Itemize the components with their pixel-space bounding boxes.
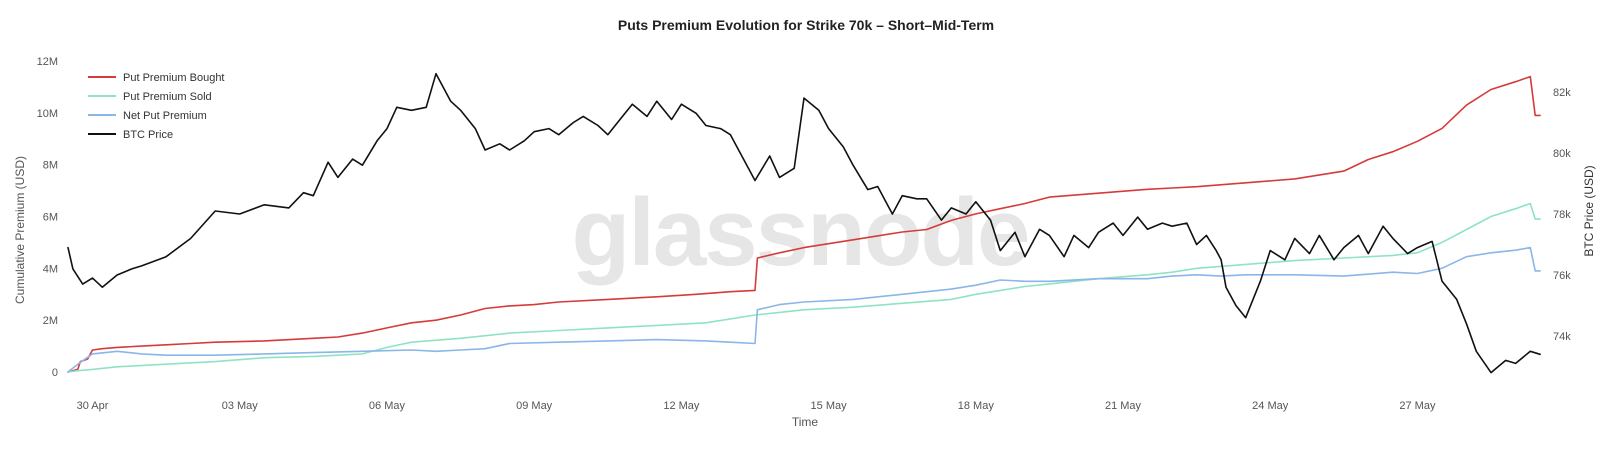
legend-label-put-premium-sold: Put Premium Sold [123,91,212,103]
series-line-put-premium-sold [67,202,1541,373]
y-axis-ticks: 0 2M 4M 6M 8M 10M 12M [37,56,58,379]
y-tick-label: 0 [52,367,58,379]
y2-tick-label: 76k [1553,270,1571,282]
y2-axis-title: BTC Price (USD) [1582,165,1596,256]
y2-tick-label: 82k [1553,87,1571,99]
x-tick-label: 24 May [1252,400,1289,412]
x-axis-title: Time [792,415,819,429]
x-tick-label: 03 May [222,400,259,412]
y-tick-label: 2M [43,315,58,327]
chart-title: Puts Premium Evolution for Strike 70k – … [618,17,994,33]
series-line-put-premium-bought [67,75,1541,373]
legend-label-net-put-premium: Net Put Premium [123,110,207,122]
legend-label-put-premium-bought: Put Premium Bought [123,72,225,84]
x-tick-label: 15 May [811,400,848,412]
x-tick-label: 30 Apr [77,400,109,412]
series-line-net-put-premium [67,246,1541,373]
y2-axis-ticks: 74k 76k 78k 80k 82k [1553,87,1571,343]
x-tick-label: 06 May [369,400,406,412]
x-tick-label: 18 May [958,400,995,412]
legend: Put Premium Bought Put Premium Sold Net Pu… [88,72,225,141]
watermark-glassnode: glassnode [572,179,1029,286]
y-tick-label: 10M [37,108,58,120]
y-tick-label: 6M [43,212,58,224]
y2-tick-label: 74k [1553,331,1571,343]
x-tick-label: 21 May [1105,400,1142,412]
y-tick-label: 8M [43,160,58,172]
x-tick-label: 27 May [1399,400,1436,412]
y2-tick-label: 80k [1553,148,1571,160]
x-axis-ticks: 30 Apr 03 May 06 May 09 May 12 May 15 May 18 M… [77,400,1436,412]
y-tick-label: 12M [37,56,58,68]
series-lines [67,72,1541,374]
x-tick-label: 09 May [516,400,553,412]
y-axis-title: Cumulative Premium (USD) [13,156,27,304]
y-tick-label: 4M [43,263,58,275]
legend-label-btc-price: BTC Price [123,129,173,141]
y2-tick-label: 78k [1553,209,1571,221]
series-line-btc-price [67,72,1541,374]
x-tick-label: 12 May [663,400,700,412]
